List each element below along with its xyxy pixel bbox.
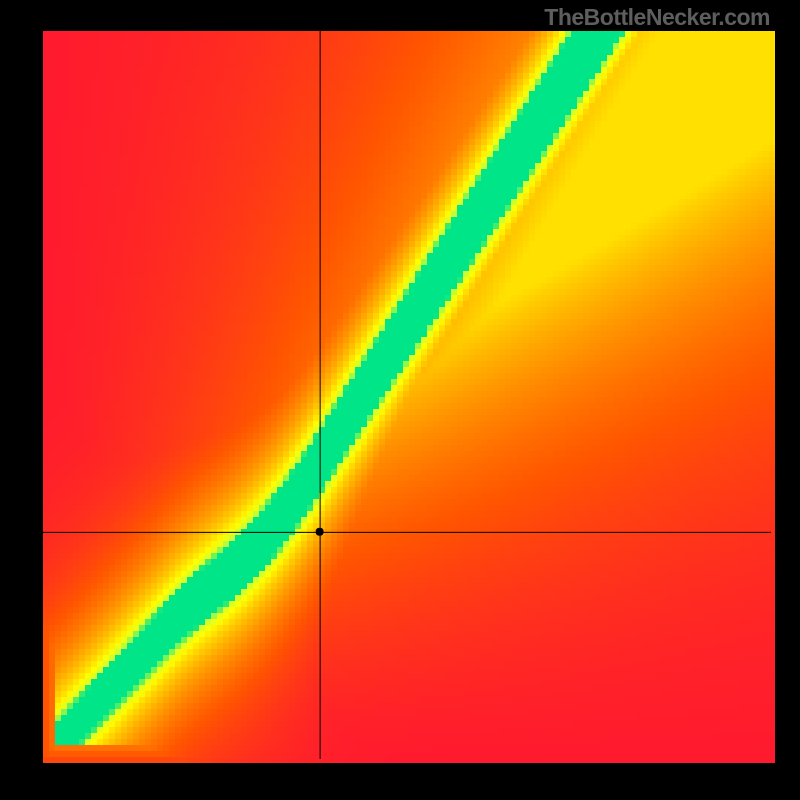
watermark-text: TheBottleNecker.com [544,4,770,31]
chart-container: TheBottleNecker.com [0,0,800,800]
heatmap-canvas [0,0,800,800]
